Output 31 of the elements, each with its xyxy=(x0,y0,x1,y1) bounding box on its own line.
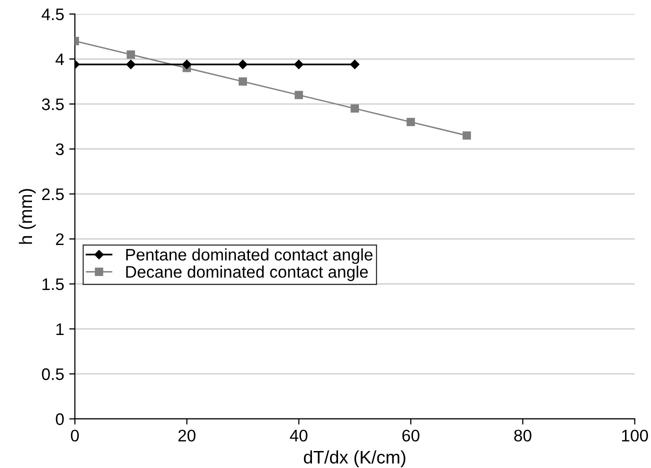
x-tick-label: 0 xyxy=(70,430,79,442)
y-axis-title: h (mm) xyxy=(18,188,36,244)
point xyxy=(462,131,471,140)
y-tick-label: 0 xyxy=(56,413,64,426)
x-tick-label: 20 xyxy=(178,430,196,442)
y-tick-label: 4.5 xyxy=(42,8,64,20)
point xyxy=(350,104,359,113)
y-tick-label: 2 xyxy=(56,233,64,245)
legend-label: Decane dominated contact angle xyxy=(126,266,368,282)
point xyxy=(406,118,415,126)
y-tick-label: 3.5 xyxy=(42,98,64,110)
point xyxy=(294,60,304,70)
point xyxy=(182,60,192,70)
point xyxy=(350,60,360,70)
x-tick-label: 60 xyxy=(402,430,420,442)
x-tick-label: 40 xyxy=(290,430,308,442)
point xyxy=(294,90,303,100)
point xyxy=(238,60,248,70)
x-tick-label: 80 xyxy=(514,430,532,442)
y-tick-label: 4 xyxy=(56,54,64,66)
y-tick-label: 0.5 xyxy=(42,368,64,380)
point xyxy=(238,77,247,86)
y-tick-label: 2.5 xyxy=(42,188,64,200)
y-tick-label: 1 xyxy=(56,323,64,335)
point xyxy=(126,60,136,70)
legend-label: Pentane dominated contact angle xyxy=(126,248,372,264)
y-tick-label: 1.5 xyxy=(42,278,64,290)
y-tick-label: 3 xyxy=(56,143,64,156)
x-axis-title: dT/dx (K/cm) xyxy=(304,450,406,468)
point xyxy=(126,50,136,59)
x-tick-label: 100 xyxy=(622,430,648,442)
